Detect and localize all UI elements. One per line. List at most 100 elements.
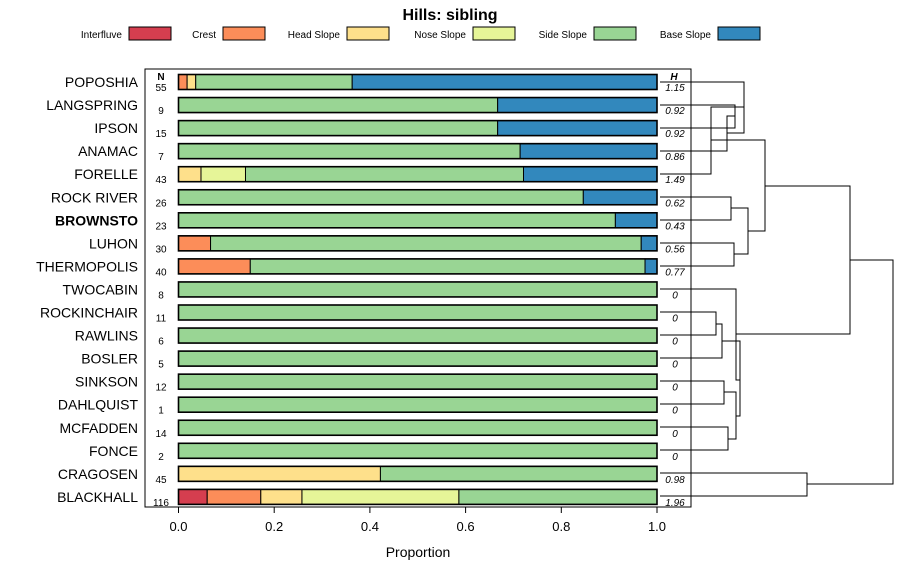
row-label: LUHON xyxy=(89,235,138,251)
h-label: 0.92 xyxy=(665,106,685,117)
n-label: 116 xyxy=(153,498,169,509)
row-label: RAWLINS xyxy=(75,328,138,344)
bar-outline xyxy=(177,465,658,483)
bar-segment xyxy=(210,235,642,252)
n-label: 45 xyxy=(155,475,167,486)
bar-segment xyxy=(497,97,658,114)
legend-label: Head Slope xyxy=(288,30,341,41)
n-label: 11 xyxy=(156,314,167,325)
h-label: 0.86 xyxy=(665,152,685,163)
row-label: BOSLER xyxy=(81,351,138,367)
n-label: 6 xyxy=(158,337,164,348)
bar-outline xyxy=(177,258,658,275)
h-label: 1.49 xyxy=(665,175,685,186)
row-label: ROCK RIVER xyxy=(51,189,138,205)
legend-label: Side Slope xyxy=(539,30,588,41)
dendrogram xyxy=(660,81,894,497)
n-label: 8 xyxy=(158,290,164,301)
row-label: MCFADDEN xyxy=(59,420,138,436)
dendrogram-branch xyxy=(660,311,717,336)
x-tick-label: 0.0 xyxy=(169,519,187,534)
bar-segment xyxy=(519,143,658,160)
h-header: H xyxy=(670,72,678,83)
n-label: 1 xyxy=(158,406,164,417)
bar-segment xyxy=(178,235,212,252)
bar-segment xyxy=(178,396,658,413)
n-label: 40 xyxy=(155,267,167,278)
bar-segment xyxy=(178,258,251,275)
n-label: 43 xyxy=(155,175,167,186)
bar-outline xyxy=(177,350,658,367)
row-labels: POPOSHIA LANGSPRING IPSON ANAMAC FORELLE ROCK… xyxy=(36,74,139,505)
bar-segment xyxy=(178,350,658,367)
h-label: 0.92 xyxy=(665,129,685,140)
row-label: POPOSHIA xyxy=(65,74,139,90)
row-label: LANGSPRING xyxy=(46,97,138,113)
bar-segment xyxy=(301,488,460,505)
row-label: IPSON xyxy=(94,120,138,136)
h-label: 0.77 xyxy=(665,267,685,278)
bar-outline xyxy=(177,396,658,414)
row-label: FORELLE xyxy=(74,166,138,182)
h-labels: 1.15 0.92 0.92 0.86 1.49 0.62 0.43 0.56 0.77 0 0 0 0… xyxy=(665,83,685,509)
bar-segment xyxy=(178,281,658,298)
legend-label: Nose Slope xyxy=(414,30,466,41)
dendrogram-branch xyxy=(807,259,894,485)
bar-segment xyxy=(249,258,646,275)
row-label: ANAMAC xyxy=(78,143,138,159)
n-header: N xyxy=(157,72,164,83)
bar-outline xyxy=(177,119,658,137)
row-label: DAHLQUIST xyxy=(58,397,139,413)
bar-segment xyxy=(644,258,658,275)
bar-segment xyxy=(582,189,658,206)
h-label: 0.43 xyxy=(665,221,685,232)
row-label: TWOCABIN xyxy=(63,281,138,297)
n-label: 26 xyxy=(155,198,167,209)
plot-frame xyxy=(144,68,692,508)
chart-title: Hills: sibling xyxy=(402,7,497,24)
bar-segment xyxy=(195,74,353,90)
legend-swatch xyxy=(222,26,266,41)
dendrogram-branch xyxy=(722,340,741,417)
bar-segment xyxy=(351,74,658,90)
bar-segment xyxy=(458,488,658,505)
x-axis: 0.0 0.2 0.4 0.6 0.8 1.0 xyxy=(169,507,666,534)
dendrogram-branch xyxy=(736,185,851,335)
row-label: BROWNSTO xyxy=(55,212,138,228)
bar-segment xyxy=(178,166,202,183)
dendrogram-branch xyxy=(660,426,729,451)
bar-segment xyxy=(522,166,658,183)
bar-segment xyxy=(178,304,658,321)
h-label: 0 xyxy=(672,383,678,394)
bar-segment xyxy=(178,419,658,436)
n-label: 12 xyxy=(155,383,167,394)
row-label: FONCE xyxy=(89,443,138,459)
bar-outline xyxy=(177,442,658,460)
bar-segment xyxy=(178,74,188,90)
bar-outline xyxy=(177,488,658,506)
x-tick-label: 1.0 xyxy=(648,519,666,534)
h-label: 1.15 xyxy=(665,83,685,94)
h-label: 0 xyxy=(672,290,678,301)
bar-segment xyxy=(244,166,524,183)
row-label: THERMOPOLIS xyxy=(36,258,138,274)
bars xyxy=(177,73,658,506)
h-label: 0.98 xyxy=(665,475,685,486)
x-tick-label: 0.2 xyxy=(265,519,283,534)
legend-swatch xyxy=(593,26,637,41)
x-axis-title: Proportion xyxy=(386,544,451,560)
bar-outline xyxy=(177,188,658,206)
n-label: 7 xyxy=(158,152,164,163)
h-label: 0 xyxy=(672,314,678,325)
bar-outline xyxy=(177,212,658,229)
bar-segment xyxy=(178,465,381,482)
legend-swatch xyxy=(346,26,390,41)
bar-segment xyxy=(178,373,658,390)
bar-segment xyxy=(206,488,262,505)
bar-segment xyxy=(178,97,499,114)
legend-swatch xyxy=(717,26,761,41)
n-label: 55 xyxy=(155,83,167,94)
bar-outline xyxy=(177,304,658,321)
